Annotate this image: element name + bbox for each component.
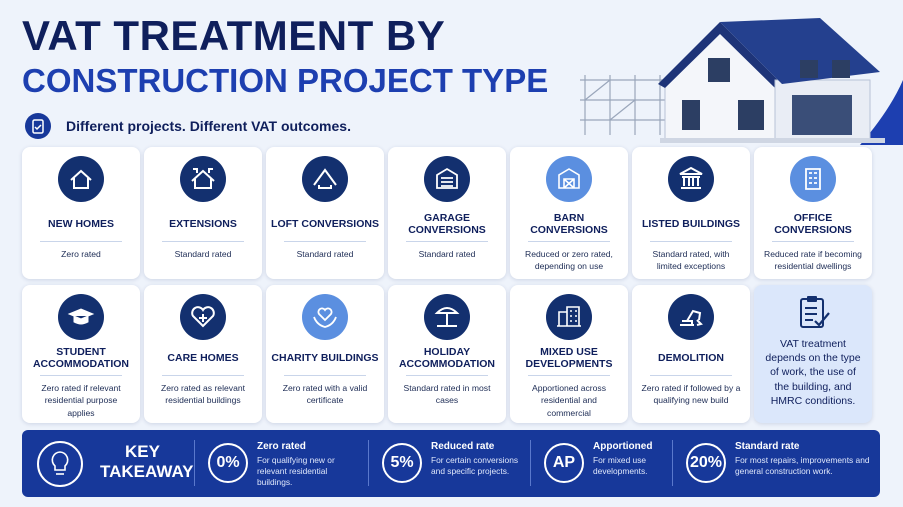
subtitle-icon xyxy=(25,113,51,139)
rate-text: For mixed use developments. xyxy=(593,455,648,476)
card-icon xyxy=(180,156,226,202)
rate-title: Zero rated xyxy=(257,441,306,452)
rate-badge: 20% xyxy=(686,443,726,483)
house-illustration xyxy=(580,18,903,145)
rate-text: For certain conversions and specific pro… xyxy=(431,455,519,476)
card-icon xyxy=(668,294,714,340)
card-title: CHARITY BUILDINGS xyxy=(271,351,379,364)
project-card: OFFICE CONVERSIONS Reduced rate if becomi… xyxy=(754,147,872,279)
card-divider xyxy=(405,241,489,242)
rate-badge: 5% xyxy=(382,443,422,483)
project-card: DEMOLITION Zero rated if followed by a qu… xyxy=(632,285,750,423)
project-card: MIXED USE DEVELOPMENTS Apportioned across… xyxy=(510,285,628,423)
separator xyxy=(368,440,369,486)
card-text: Zero rated with a valid certificate xyxy=(282,383,368,406)
card-text: Zero rated if followed by a qualifying n… xyxy=(641,383,741,406)
project-card: HOLIDAY ACCOMMODATION Standard rated in m… xyxy=(388,285,506,423)
project-card: GARAGE CONVERSIONS Standard rated xyxy=(388,147,506,279)
card-title: STUDENT ACCOMMODATION xyxy=(32,345,130,370)
card-icon xyxy=(790,156,836,202)
card-title: HOLIDAY ACCOMMODATION xyxy=(398,345,496,370)
project-card: LISTED BUILDINGS Standard rated, with lim… xyxy=(632,147,750,279)
card-text: Standard rated xyxy=(296,249,354,259)
separator xyxy=(194,440,195,486)
project-card: EXTENSIONS Standard rated xyxy=(144,147,262,279)
card-icon xyxy=(180,294,226,340)
card-icon xyxy=(302,294,348,340)
key-takeaway-label: KEY TAKEAWAY xyxy=(100,442,194,482)
project-card: STUDENT ACCOMMODATION Zero rated if relev… xyxy=(22,285,140,423)
card-divider xyxy=(161,375,245,376)
rate-badge: 0% xyxy=(208,443,248,483)
rate-title: Standard rate xyxy=(735,441,800,452)
project-card: NEW HOMES Zero rated xyxy=(22,147,140,279)
card-title: CARE HOMES xyxy=(167,351,239,364)
card-title: LOFT CONVERSIONS xyxy=(271,217,379,230)
rate-text: For most repairs, improvements and gener… xyxy=(735,455,870,476)
card-title: DEMOLITION xyxy=(658,351,724,364)
card-divider xyxy=(649,241,733,242)
separator xyxy=(530,440,531,486)
card-title: OFFICE CONVERSIONS xyxy=(774,211,852,236)
rate-title: Reduced rate xyxy=(431,441,495,452)
card-icon xyxy=(302,156,348,202)
card-text: Standard rated in most cases xyxy=(403,383,491,406)
project-card: CARE HOMES Zero rated as relevant residen… xyxy=(144,285,262,423)
card-text: Zero rated if relevant residential purpo… xyxy=(41,383,121,418)
card-icon xyxy=(546,156,592,202)
card-text: Standard rated, with limited exceptions xyxy=(652,249,730,272)
card-icon xyxy=(58,294,104,340)
note-card: VAT treatment depends on the type of wor… xyxy=(754,285,872,423)
title-line-2: CONSTRUCTION PROJECT TYPE xyxy=(22,62,549,99)
card-divider xyxy=(527,375,611,376)
card-text: Reduced rate if becoming residential dwe… xyxy=(764,249,862,272)
card-title: LISTED BUILDINGS xyxy=(641,217,740,230)
rate-text: For qualifying new or relevant residenti… xyxy=(257,455,335,487)
card-text: Apportioned across residential and comme… xyxy=(531,383,607,418)
card-divider xyxy=(39,375,123,376)
card-title: EXTENSIONS xyxy=(169,217,237,230)
card-icon xyxy=(546,294,592,340)
card-text: Zero rated as relevant residential build… xyxy=(160,383,246,406)
key-takeaway-bar xyxy=(22,430,880,497)
card-text: Reduced or zero rated, depending on use xyxy=(525,249,613,272)
rate-badge: AP xyxy=(544,443,584,483)
card-divider xyxy=(283,241,367,242)
card-title: MIXED USE DEVELOPMENTS xyxy=(525,345,613,370)
rate-title: Apportioned xyxy=(593,441,653,452)
title-line-1: VAT TREATMENT BY xyxy=(22,12,446,59)
card-text: Zero rated xyxy=(61,249,101,259)
card-divider xyxy=(771,241,855,242)
card-text: Standard rated xyxy=(174,249,232,259)
card-title: GARAGE CONVERSIONS xyxy=(408,211,486,236)
project-card: CHARITY BUILDINGS Zero rated with a valid… xyxy=(266,285,384,423)
bulb-icon xyxy=(37,441,83,487)
card-text: Standard rated xyxy=(418,249,476,259)
card-divider xyxy=(649,375,733,376)
card-divider xyxy=(405,375,489,376)
note-icon xyxy=(800,296,830,328)
card-title: NEW HOMES xyxy=(48,217,114,230)
card-icon xyxy=(424,294,470,340)
note-text: VAT treatment depends on the type of wor… xyxy=(765,338,861,407)
card-icon xyxy=(424,156,470,202)
separator xyxy=(672,440,673,486)
card-icon xyxy=(58,156,104,202)
card-divider xyxy=(527,241,611,242)
card-title: BARN CONVERSIONS xyxy=(530,211,608,236)
subtitle: Different projects. Different VAT outcom… xyxy=(66,118,351,134)
card-icon xyxy=(668,156,714,202)
card-divider xyxy=(39,241,123,242)
card-divider xyxy=(283,375,367,376)
card-divider xyxy=(161,241,245,242)
project-card: BARN CONVERSIONS Reduced or zero rated, d… xyxy=(510,147,628,279)
project-card: LOFT CONVERSIONS Standard rated xyxy=(266,147,384,279)
